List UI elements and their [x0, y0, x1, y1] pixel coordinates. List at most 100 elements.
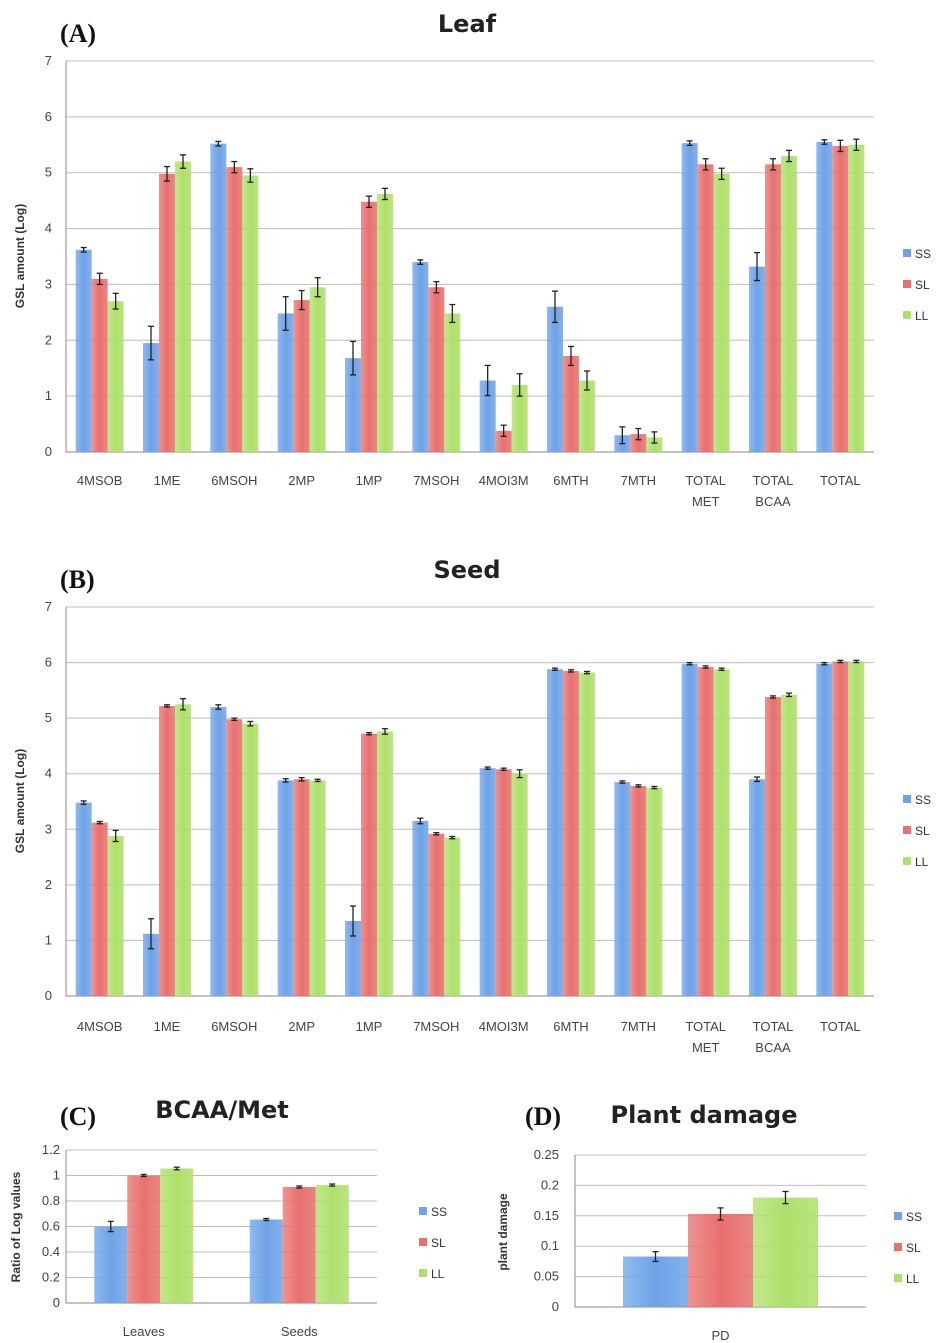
y-tick-label: 1 — [53, 1168, 60, 1183]
x-tick-label-pd: PD — [711, 1328, 729, 1343]
bar-ll-1mp — [377, 731, 393, 996]
error-bar-ss-7msoh — [417, 259, 424, 265]
bar-ss-6msoh — [210, 707, 227, 996]
error-bar-ss-7mth — [619, 426, 626, 445]
error-bar-ss-total-bcaa — [754, 776, 760, 783]
bar-ss-4moi3m — [479, 768, 496, 996]
error-bar-ll-2mp — [314, 778, 321, 783]
error-bar-ll-7msoh — [449, 303, 456, 324]
legend-swatch-sl — [894, 1243, 902, 1251]
error-bar-ss-7msoh — [417, 817, 424, 825]
bar-ss-total-bcaa — [749, 266, 765, 452]
x-tick-label-7msoh: 7MSOH — [413, 1019, 459, 1034]
bar-sl-6msoh — [226, 719, 243, 996]
x-tick-label-total-bcaa: TOTAL BCAA — [753, 473, 794, 509]
error-bar-ll-pd — [782, 1190, 789, 1205]
legend-entry-ll: LL — [419, 1267, 445, 1281]
error-bar-ss-total-met — [686, 661, 693, 666]
y-tick-label: 1 — [45, 388, 52, 403]
bar-ss-2mp — [277, 780, 294, 996]
y-tick-label: 4 — [45, 221, 52, 236]
panel-label-b: (B) — [60, 565, 95, 594]
error-bar-ss-6mth — [552, 290, 558, 324]
legend-entry-ss: SS — [903, 793, 931, 807]
bar-ss-2mp — [277, 313, 294, 452]
y-tick-label: 3 — [45, 821, 52, 836]
y-tick-label: 1 — [45, 932, 52, 947]
bar-ss-leaves — [94, 1226, 128, 1303]
error-bar-sl-total — [837, 659, 844, 664]
bar-sl-6mth — [563, 670, 579, 996]
bar-ll-4moi3m — [511, 384, 528, 452]
bar-ss-1mp — [345, 358, 361, 452]
y-tick-label: 0 — [552, 1299, 559, 1314]
bar-ll-total — [848, 144, 865, 453]
legend-label-ll: LL — [431, 1267, 445, 1281]
legend-swatch-sl — [903, 280, 911, 288]
chart-title-leaf: Leaf — [438, 10, 497, 38]
error-bar-ll-total — [853, 659, 860, 664]
legend-entry-ll: LL — [903, 855, 929, 869]
error-bar-ll-total — [853, 138, 860, 152]
bar-ll-7mth — [646, 437, 663, 452]
legend-swatch-ll — [894, 1274, 902, 1282]
error-bar-ll-total-met — [718, 667, 725, 672]
error-bar-ll-4moi3m — [516, 373, 523, 397]
error-bar-ll-6msoh — [247, 168, 254, 183]
error-bar-sl-total — [837, 139, 844, 153]
legend-plant-damage: SS SL LL — [894, 1210, 922, 1286]
error-bar-sl-7msoh — [433, 831, 440, 836]
bar-sl-4msob — [91, 822, 108, 996]
bar-sl-pd — [688, 1213, 753, 1307]
error-bar-sl-4msob — [96, 820, 103, 825]
error-bar-ss-4moi3m — [484, 766, 491, 770]
bar-ll-total-bcaa — [781, 155, 797, 452]
x-tick-label-seeds: Seeds — [281, 1324, 318, 1339]
bar-ss-total — [816, 663, 833, 996]
bar-sl-6mth — [563, 355, 579, 452]
error-bar-ll-total-bcaa — [786, 149, 792, 163]
bar-ll-1me — [175, 161, 191, 453]
legend-entry-ll: LL — [894, 1272, 920, 1286]
y-tick-label: 0.2 — [42, 1270, 60, 1285]
legend-swatch-sl — [419, 1238, 427, 1246]
legend-label-ll: LL — [915, 309, 929, 323]
panel-label-c: (C) — [60, 1102, 96, 1131]
legend-entry-sl: SL — [419, 1236, 446, 1250]
error-bar-ss-1me — [148, 918, 154, 950]
y-tick-label: 3 — [45, 276, 52, 291]
error-bar-sl-1me — [164, 165, 170, 182]
error-bar-ll-6mth — [584, 370, 590, 391]
legend-bcaa-met: SS SL LL — [419, 1205, 447, 1281]
chart-bcaa-met: (C) BCAA/Met Ratio of Log values 0 0.2 0.4… — [9, 1096, 447, 1339]
error-bar-sl-leaves — [140, 1173, 147, 1178]
error-bar-sl-7msoh — [433, 280, 440, 294]
y-tick-label: 0.2 — [541, 1177, 559, 1192]
bar-sl-6msoh — [226, 167, 243, 452]
legend-entry-sl: SL — [894, 1241, 921, 1255]
bar-ss-7msoh — [412, 262, 429, 452]
bar-ll-pd — [753, 1197, 818, 1307]
bar-ll-6msoh — [242, 175, 259, 452]
chart-title-bcaa-met: BCAA/Met — [155, 1096, 288, 1124]
error-bar-ll-7mth — [651, 431, 658, 444]
x-tick-label-4moi3m: 4MOI3M — [479, 1019, 529, 1034]
bar-ss-6mth — [547, 669, 563, 996]
error-bar-ll-7msoh — [449, 835, 456, 840]
legend-label-ss: SS — [431, 1205, 447, 1219]
x-tick-label-1me: 1ME — [154, 473, 181, 488]
legend-swatch-ll — [419, 1269, 427, 1277]
legend-entry-sl: SL — [903, 278, 930, 292]
error-bar-sl-total-bcaa — [770, 158, 776, 171]
x-tick-label-7msoh: 7MSOH — [413, 473, 459, 488]
y-tick-label: 7 — [45, 599, 52, 614]
x-tick-label-1me: 1ME — [154, 1019, 181, 1034]
chart-plant-damage: (D) Plant damage plant damage 0 0.05 0.1 0.… — [496, 1101, 922, 1343]
error-bar-ll-4moi3m — [516, 769, 523, 779]
x-tick-label-total-met: TOTAL MET — [685, 473, 726, 509]
x-tick-label-2mp: 2MP — [288, 1019, 315, 1034]
x-tick-label-6msoh: 6MSOH — [211, 1019, 257, 1034]
y-tick-label: 2 — [45, 877, 52, 892]
legend-entry-ss: SS — [419, 1205, 447, 1219]
y-tick-label: 0.1 — [541, 1238, 559, 1253]
